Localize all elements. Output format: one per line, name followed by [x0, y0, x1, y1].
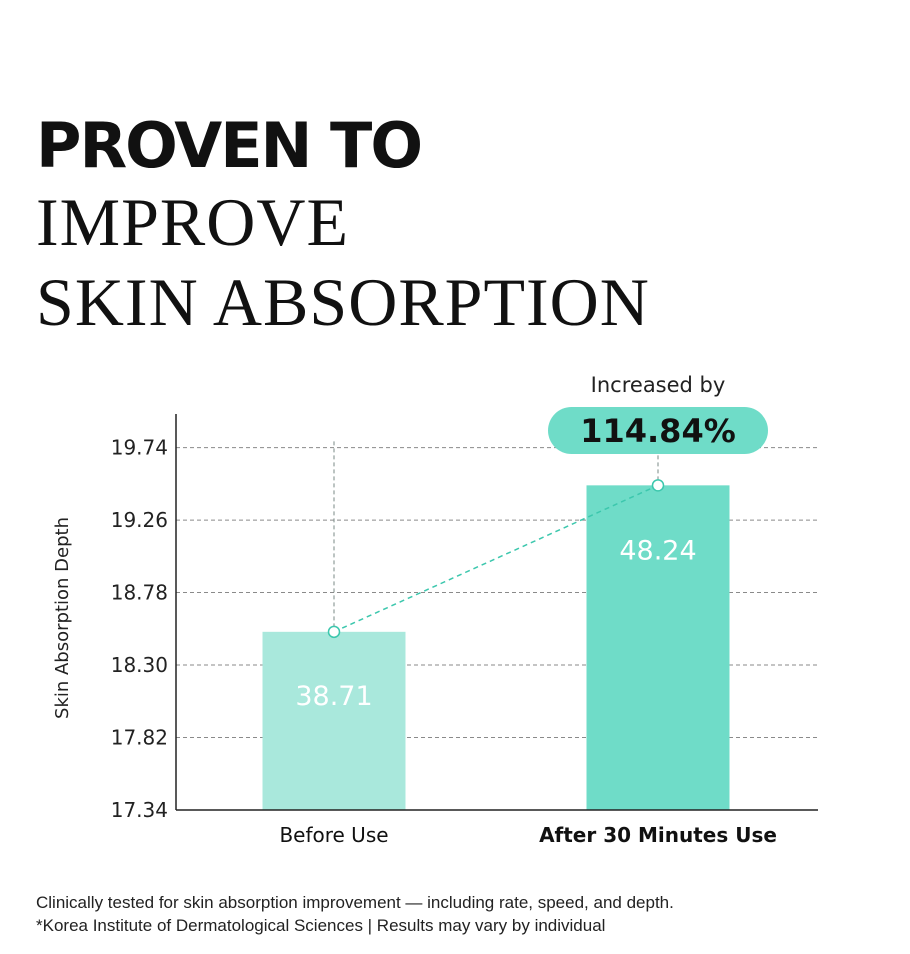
bar-chart: 17.34 17.82 18.30 18.78 19.26 19.74 38.71 48.2…	[52, 373, 818, 847]
y-tick-labels: 17.34 17.82 18.30 18.78 19.26 19.74	[111, 436, 168, 822]
axes	[175, 414, 818, 811]
category-labels: Before Use After 30 Minutes Use	[279, 823, 777, 847]
footnote-line-2: *Korea Institute of Dermatological Scien…	[36, 916, 606, 935]
headline-line-3: SKIN ABSORPTION	[36, 264, 650, 340]
data-label: 48.24	[619, 535, 696, 566]
y-tick-label: 19.26	[111, 508, 168, 532]
category-label: Before Use	[279, 823, 388, 847]
data-labels: 38.71 48.24	[295, 535, 696, 711]
callout-value: 114.84%	[580, 412, 736, 450]
y-tick-label: 17.82	[111, 726, 168, 750]
footnote-line-1: Clinically tested for skin absorption im…	[36, 893, 674, 912]
increase-callout: Increased by 114.84%	[548, 373, 768, 454]
callout-pill	[548, 407, 768, 454]
callout-caption: Increased by	[591, 373, 726, 397]
category-label: After 30 Minutes Use	[539, 823, 777, 847]
trend-point	[327, 625, 341, 639]
data-label: 38.71	[295, 681, 372, 712]
y-tick-label: 18.30	[111, 653, 168, 677]
headline-line-1: PROVEN TO	[36, 109, 423, 182]
trend-point	[651, 479, 665, 492]
bars	[262, 485, 730, 810]
y-tick-label: 18.78	[111, 581, 168, 605]
bar	[586, 485, 730, 810]
y-tick-label: 17.34	[111, 798, 168, 822]
trend-line	[327, 479, 665, 639]
y-axis-label: Skin Absorption Depth	[52, 517, 73, 719]
y-tick-label: 19.74	[111, 436, 168, 460]
bar	[262, 631, 406, 810]
headline-line-2: IMPROVE	[36, 184, 350, 260]
footnote: Clinically tested for skin absorption im…	[36, 891, 896, 937]
headline: PROVEN TO IMPROVE SKIN ABSORPTION	[36, 108, 876, 336]
